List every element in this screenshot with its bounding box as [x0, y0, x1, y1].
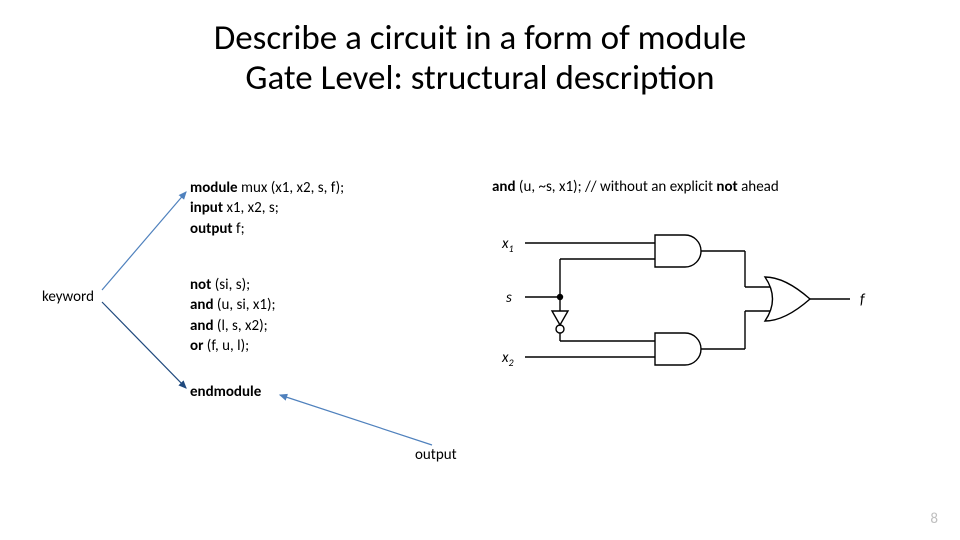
- anno-not-kw: not: [716, 178, 737, 196]
- code-not-rest: (si, s);: [211, 276, 250, 294]
- kw-module: module: [190, 179, 238, 197]
- svg-text:x1: x1: [501, 235, 514, 255]
- code-module-header: module mux (x1, x2, s, f); input x1, x2,…: [190, 178, 344, 239]
- anno-and-kw: and: [492, 178, 516, 196]
- svg-text:x2: x2: [501, 349, 514, 369]
- kw-endmodule: endmodule: [190, 383, 261, 401]
- kw-not: not: [190, 276, 211, 294]
- circuit-diagram: x1 s x2 f: [490, 215, 890, 380]
- arrow-output-callout: [280, 395, 432, 445]
- code-output-rest: f;: [233, 220, 245, 238]
- svg-text:f: f: [860, 291, 866, 309]
- code-and2-rest: (l, s, x2);: [214, 317, 268, 335]
- anno-and-args: (u, ~s, x1); // without an explicit: [516, 178, 717, 196]
- title-line-1: Describe a circuit in a form of module: [214, 17, 747, 59]
- svg-text:s: s: [506, 289, 512, 307]
- anno-after-not: ahead: [738, 178, 779, 196]
- code-or-rest: (f, u, l);: [203, 337, 249, 355]
- code-input-rest: x1, x2, s;: [223, 199, 279, 217]
- code-gate-instances: not (si, s); and (u, si, x1); and (l, s,…: [190, 275, 276, 356]
- arrow-keyword-to-module: [102, 192, 186, 290]
- code-and1-rest: (u, si, x1);: [214, 296, 276, 314]
- page-number: 8: [930, 510, 938, 528]
- code-module-name: mux (x1, x2, s, f);: [238, 179, 345, 197]
- annotation-and-not: and (u, ~s, x1); // without an explicit …: [492, 178, 779, 196]
- title-line-2: Gate Level: structural description: [245, 57, 714, 99]
- label-keyword: keyword: [42, 288, 94, 306]
- kw-or: or: [190, 337, 203, 355]
- arrow-keyword-to-endmodule: [102, 302, 186, 388]
- kw-input: input: [190, 199, 223, 217]
- label-output: output: [415, 446, 457, 464]
- kw-and2: and: [190, 317, 214, 335]
- kw-and1: and: [190, 296, 214, 314]
- slide-title: Describe a circuit in a form of module G…: [0, 18, 960, 99]
- code-endmodule: endmodule: [190, 382, 261, 402]
- kw-output: output: [190, 220, 233, 238]
